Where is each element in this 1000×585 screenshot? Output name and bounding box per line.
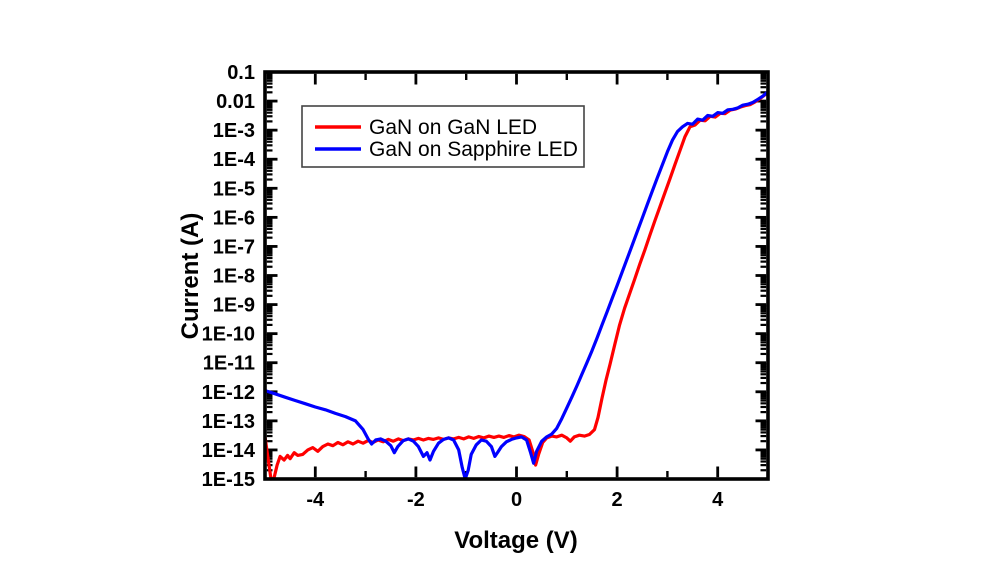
y-tick-label: 1E-11 [203,353,255,375]
y-tick-label: 1E-5 [213,178,255,200]
y-tick-label: 0.1 [227,62,255,84]
y-tick-label: 1E-10 [202,324,255,346]
tick-labels: 0.1 0.01 1E-3 1E-4 1E-5 1E-6 1E-7 1E-8 1E-9 1E-10… [202,62,725,511]
legend-label-gan-on-sapphire: GaN on Sapphire LED [369,138,578,161]
plot-frame [263,70,770,481]
legend-label-gan-on-gan: GaN on GaN LED [369,116,537,139]
y-tick-label: 1E-15 [202,469,255,491]
legend-box [301,105,585,168]
legend-entry-gan-on-gan: GaN on GaN LED [315,116,537,139]
x-axis-title: Voltage (V) [454,527,578,554]
y-tick-label: 1E-6 [213,207,255,229]
y-tick-label: 1E-14 [202,440,256,462]
legend-entry-gan-on-sapphire: GaN on Sapphire LED [315,138,578,161]
y-tick-label: 1E-3 [213,120,255,142]
y-tick-label: 0.01 [216,91,255,113]
gan-on-sapphire-curve [265,90,768,481]
x-tick-label: -4 [306,489,325,511]
x-tick-label: 2 [612,489,623,511]
gan-on-gan-curve [265,91,768,481]
y-tick-label: 1E-8 [213,266,255,288]
x-tick-label: -2 [407,489,425,511]
y-tick-label: 1E-4 [213,149,256,171]
x-tick-label: 0 [511,489,522,511]
y-tick-label: 1E-12 [202,382,255,404]
x-tick-label: 4 [712,489,724,511]
y-tick-label: 1E-13 [202,411,255,433]
y-tick-label: 1E-9 [213,295,255,317]
data-curves [265,90,768,481]
legend: GaN on GaN LED GaN on Sapphire LED [301,105,585,168]
y-axis-title: Current (A) [177,213,204,340]
y-tick-label: 1E-7 [213,236,255,258]
